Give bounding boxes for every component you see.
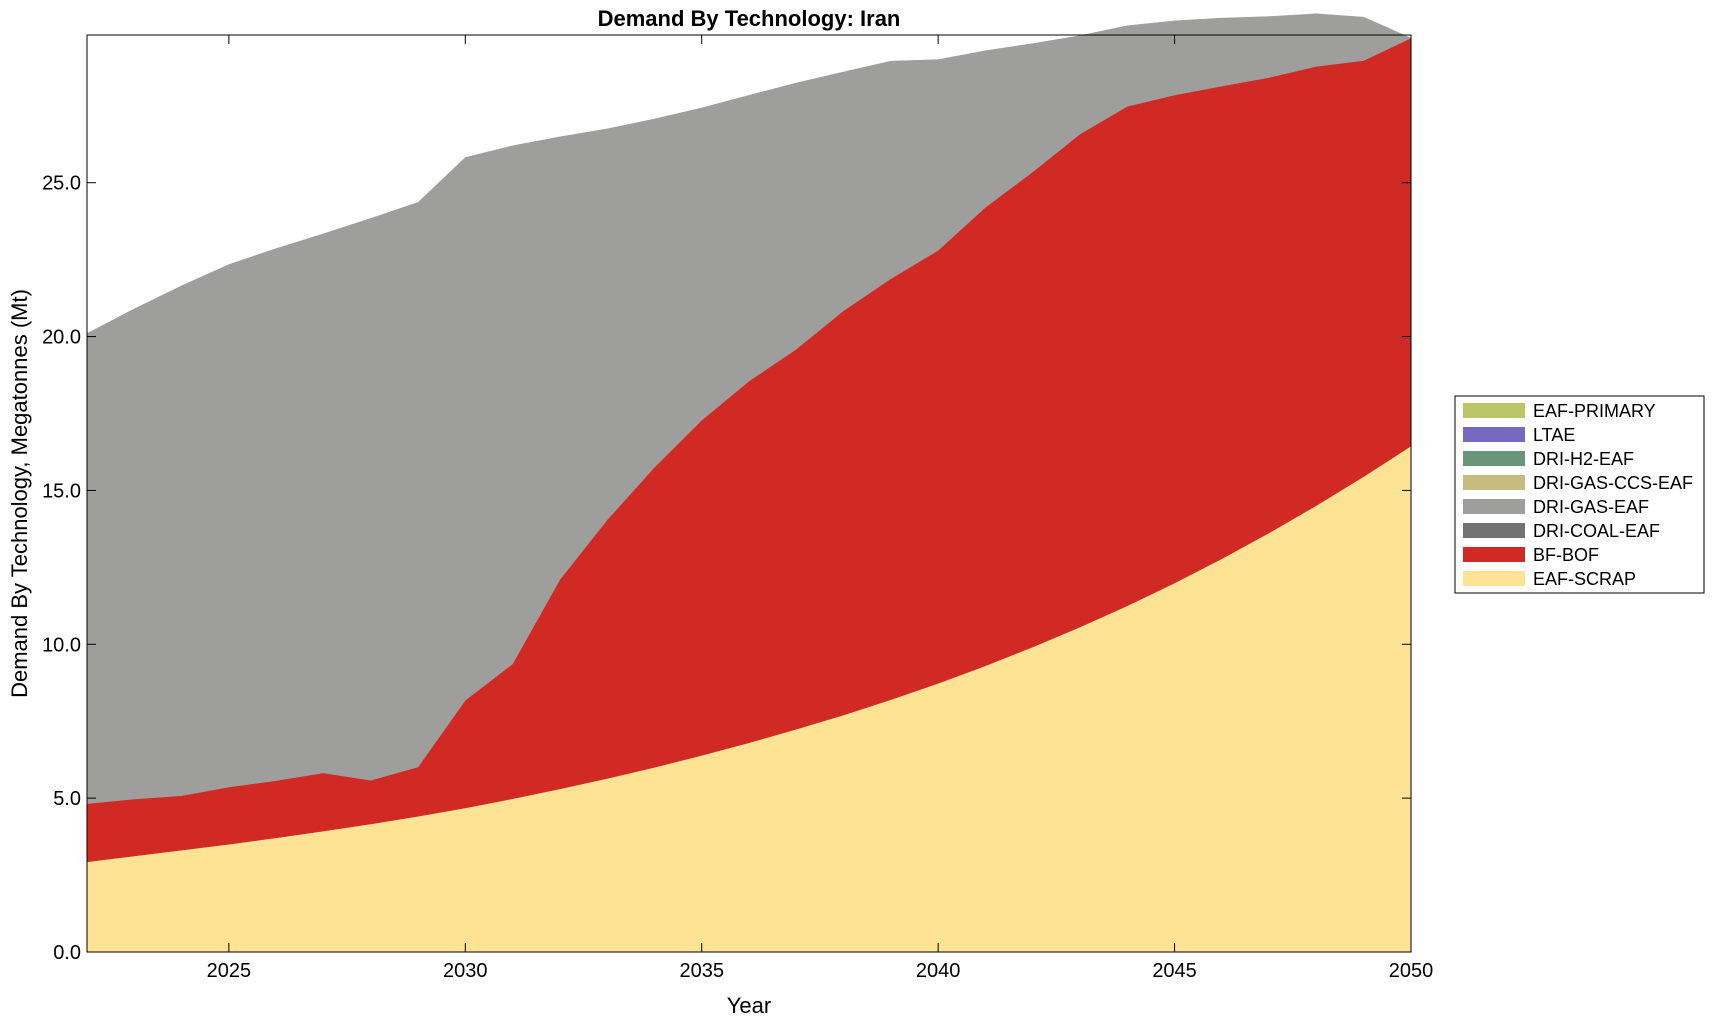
y-tick-label: 5.0: [53, 788, 81, 810]
legend-items: EAF-PRIMARY LTAE DRI-H2-EAF DRI-GAS-CCS-EAF…: [1463, 401, 1693, 589]
x-tick-label: 2030: [443, 960, 488, 982]
legend: EAF-PRIMARY LTAE DRI-H2-EAF DRI-GAS-CCS-EAF…: [1454, 395, 1705, 594]
chart-title: Demand By Technology: Iran: [598, 6, 901, 31]
y-axis: 0.0 5.0 10.0 15.0 20.0 25.0: [42, 173, 1411, 964]
area-dri-gas-eaf: [86, 13, 1412, 804]
x-tick-label: 2045: [1152, 960, 1197, 982]
y-axis-title: Demand By Technology, Megatonnes (Mt): [7, 289, 32, 698]
stacked-areas: [86, 13, 1412, 953]
legend-label-dri-h2-eaf: DRI-H2-EAF: [1533, 449, 1634, 469]
legend-label-eaf-scrap: EAF-SCRAP: [1533, 569, 1636, 589]
legend-swatch-dri-gas-ccs-eaf: [1463, 475, 1525, 490]
x-axis: 2025 2030 2035 2040 2045 2050: [207, 35, 1434, 982]
y-tick-label: 15.0: [42, 480, 81, 502]
x-tick-label: 2050: [1389, 960, 1434, 982]
legend-label-dri-gas-eaf: DRI-GAS-EAF: [1533, 497, 1649, 517]
legend-swatch-eaf-scrap: [1463, 571, 1525, 586]
y-tick-label: 0.0: [53, 942, 81, 964]
legend-label-dri-coal-eaf: DRI-COAL-EAF: [1533, 521, 1660, 541]
legend-label-dri-gas-ccs-eaf: DRI-GAS-CCS-EAF: [1533, 473, 1693, 493]
x-axis-title: Year: [727, 993, 771, 1018]
legend-label-ltae: LTAE: [1533, 425, 1575, 445]
legend-swatch-bf-bof: [1463, 547, 1525, 562]
legend-swatch-eaf-primary: [1463, 403, 1525, 418]
legend-swatch-dri-coal-eaf: [1463, 523, 1525, 538]
y-tick-label: 10.0: [42, 634, 81, 656]
legend-label-eaf-primary: EAF-PRIMARY: [1533, 401, 1656, 421]
legend-swatch-dri-h2-eaf: [1463, 451, 1525, 466]
x-tick-label: 2040: [916, 960, 961, 982]
y-tick-label: 25.0: [42, 173, 81, 195]
legend-label-bf-bof: BF-BOF: [1533, 545, 1599, 565]
legend-swatch-ltae: [1463, 427, 1525, 442]
x-tick-label: 2025: [207, 960, 252, 982]
plot-frame: [86, 34, 1412, 953]
y-tick-label: 20.0: [42, 327, 81, 349]
x-tick-label: 2035: [679, 960, 724, 982]
legend-swatch-dri-gas-eaf: [1463, 499, 1525, 514]
